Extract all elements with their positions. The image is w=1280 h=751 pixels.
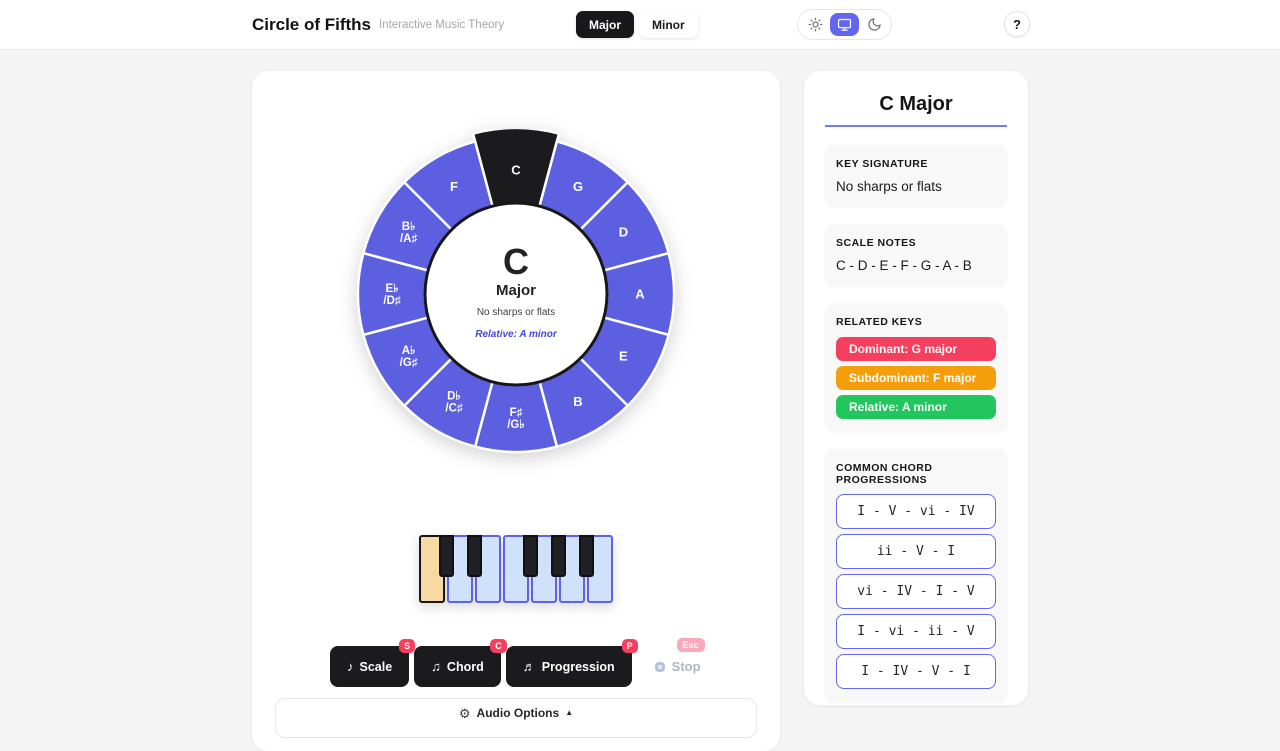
related-key-button[interactable]: Subdominant: F major [836,366,996,390]
selected-key-title: C Major [879,93,953,115]
title-group: Circle of Fifths Interactive Music Theor… [252,0,504,50]
app-header: Circle of Fifths Interactive Music Theor… [0,0,1280,50]
help-button[interactable]: ? [1004,11,1030,37]
audio-options-label: Audio Options [476,706,560,720]
piano-black-key-1[interactable] [466,535,482,577]
app-title: Circle of Fifths [252,15,372,34]
chord-progression-button[interactable]: I - vi - ii - V [836,614,996,649]
play-scale-button[interactable]: S ♪ Scale [330,639,416,687]
piano-black-key-3[interactable] [522,535,538,577]
scale-button-label: Scale [359,659,393,674]
key-signature-heading: KEY SIGNATURE [836,158,928,170]
chord-progressions-heading: COMMON CHORD PROGRESSIONS [836,462,933,486]
progression-button-label: Progression [541,659,615,674]
piano-black-key-4[interactable] [550,535,566,577]
chord-progressions-section: COMMON CHORD PROGRESSIONS I - V - vi - I… [824,449,1008,703]
sun-icon [808,17,822,32]
moon-icon [867,18,881,31]
related-keys-section: RELATED KEYS Dominant: G major Subdominan… [824,303,1008,433]
piano-black-key-5[interactable] [578,535,594,577]
chord-progression-button[interactable]: I - IV - V - I [836,654,996,689]
title-underline [825,125,1007,127]
stop-button-label: Stop [671,659,701,674]
play-progression-button[interactable]: P ♬ Progression [505,639,638,687]
chord-progression-button[interactable]: vi - IV - I - V [836,574,996,609]
light-theme-button[interactable] [803,13,827,36]
scale-notes-heading: SCALE NOTES [836,237,917,249]
play-chord-button[interactable]: C ♫ Chord [414,639,507,687]
scale-notes-section: SCALE NOTES C - D - E - F - G - A - B [824,224,1008,287]
chord-progression-button[interactable]: I - V - vi - IV [836,494,996,529]
dark-theme-button[interactable] [862,13,886,36]
system-theme-button[interactable] [830,13,859,36]
stop-button[interactable]: Esc Stop [654,638,705,674]
mode-toggle: Major Minor [576,11,698,38]
stop-square-icon [654,661,665,672]
beamed-note-icon: ♫ [431,659,441,674]
key-signature-section: KEY SIGNATURE No sharps or flats [824,145,1008,208]
key-info-panel: C Major KEY SIGNATURE No sharps or flats… [804,71,1028,705]
chord-progressions-list: I - V - vi - IV ii - V - I vi - IV - I - V… [836,494,996,689]
chord-button-label: Chord [446,659,484,674]
audio-options-toggle[interactable]: ⚙ Audio Options ▲ [275,698,757,738]
chord-shortcut-badge: C [490,639,507,653]
major-tab[interactable]: Major [576,11,635,38]
stop-shortcut-badge: Esc [676,638,705,652]
app-subtitle: Interactive Music Theory [379,19,505,31]
circle-of-fifths-wheel: C G D A E B F♯/G♭ D♭/C♯ A♭/G♯ E♭/D♯ B♭/A♯ F C Major… [351,126,681,459]
minor-tab[interactable]: Minor [639,11,698,38]
theme-toggle [797,9,892,40]
wheel-inner-circle [423,201,609,387]
collapse-caret-icon: ▲ [565,708,574,717]
circle-panel: C G D A E B F♯/G♭ D♭/C♯ A♭/G♯ E♭/D♯ B♭/A♯ F C Major… [252,71,780,751]
piano-keyboard [419,535,615,603]
piano-black-key-0[interactable] [438,535,454,577]
beamed-sixteenth-note-icon: ♬ [522,659,536,674]
eighth-note-icon: ♪ [347,659,354,674]
progression-shortcut-badge: P [621,639,638,653]
related-keys-list: Dominant: G major Subdominant: F major Rel… [836,337,996,419]
scale-shortcut-badge: S [399,639,416,653]
scale-notes-value: C - D - E - F - G - A - B [836,258,972,273]
related-key-button[interactable]: Dominant: G major [836,337,996,361]
playback-controls: S ♪ Scale C ♫ Chord P ♬ Progression Esc … [330,638,705,687]
key-signature-value: No sharps or flats [836,179,942,194]
monitor-icon [837,18,852,31]
chord-progression-button[interactable]: ii - V - I [836,534,996,569]
gear-icon: ⚙ [458,706,471,721]
related-key-button[interactable]: Relative: A minor [836,395,996,419]
related-keys-heading: RELATED KEYS [836,316,923,328]
